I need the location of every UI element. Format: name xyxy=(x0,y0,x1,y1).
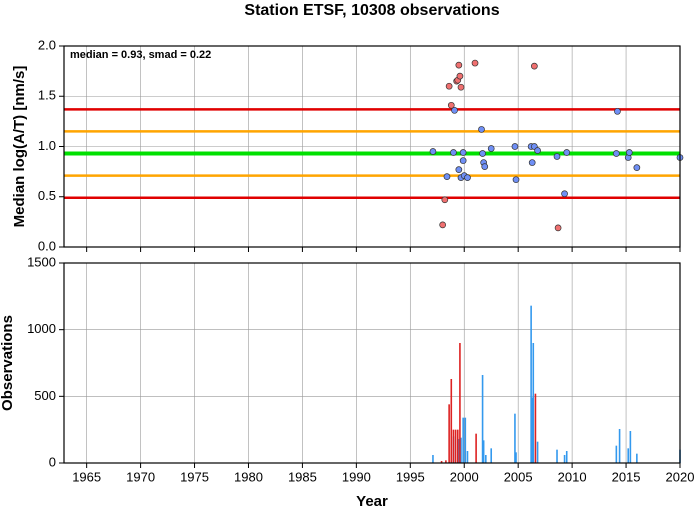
point xyxy=(511,143,519,150)
y-axis-label: Observations xyxy=(0,315,16,411)
y-tick-label: 1000 xyxy=(27,321,56,336)
y-tick-label: 0.0 xyxy=(38,238,56,253)
point xyxy=(563,149,571,156)
y-tick-label: 1.5 xyxy=(38,88,56,103)
bar xyxy=(534,393,537,463)
y-tick-label: 2.0 xyxy=(38,37,56,52)
bar xyxy=(556,449,558,463)
point xyxy=(439,221,447,229)
point xyxy=(479,150,486,157)
point xyxy=(613,150,620,157)
point xyxy=(441,196,449,204)
bar xyxy=(475,433,477,463)
x-tick-label: 2010 xyxy=(558,469,587,484)
point xyxy=(534,147,541,154)
y-tick-label: 1.0 xyxy=(38,138,56,153)
x-tick-label: 1965 xyxy=(72,469,101,484)
bar xyxy=(532,343,535,463)
x-tick-label: 1995 xyxy=(396,469,425,484)
point xyxy=(553,153,561,160)
x-tick-label: 2000 xyxy=(450,469,479,484)
point xyxy=(464,174,471,182)
plot-frame xyxy=(63,45,681,248)
bar xyxy=(514,413,516,463)
x-tick-label: 1990 xyxy=(342,469,371,484)
annotation: median = 0.93, smad = 0.22 xyxy=(70,49,211,61)
x-tick-label: 1975 xyxy=(180,469,209,484)
point xyxy=(445,82,453,90)
bar xyxy=(440,461,443,463)
bar xyxy=(458,439,460,463)
bar xyxy=(618,429,621,463)
y-tick-label: 0.5 xyxy=(38,188,56,203)
point xyxy=(528,159,536,166)
bar xyxy=(485,455,487,463)
point xyxy=(457,83,465,91)
bar xyxy=(460,437,462,463)
bar xyxy=(615,445,618,463)
bar xyxy=(636,453,638,463)
point xyxy=(429,148,437,155)
bar xyxy=(448,404,450,463)
bar xyxy=(459,343,461,463)
point xyxy=(561,190,568,198)
point xyxy=(443,173,451,180)
point xyxy=(633,164,641,171)
bar xyxy=(462,417,464,463)
x-tick-label: 1970 xyxy=(126,469,155,484)
x-tick-label: 2020 xyxy=(666,469,695,484)
bar xyxy=(515,452,517,463)
y-tick-label: 1500 xyxy=(27,254,56,269)
point xyxy=(625,149,633,156)
x-tick-label: 2005 xyxy=(504,469,533,484)
bar xyxy=(464,417,467,463)
point xyxy=(459,157,467,164)
point xyxy=(459,149,467,156)
bar xyxy=(531,397,534,463)
chart-title: Station ETSF, 10308 observations xyxy=(244,2,499,19)
x-tick-label: 2015 xyxy=(612,469,641,484)
point xyxy=(455,61,463,69)
y-tick-label: 0 xyxy=(49,454,56,469)
bar xyxy=(432,455,434,463)
x-axis-label: Year xyxy=(356,493,388,510)
bar xyxy=(466,451,469,463)
bar xyxy=(456,429,459,463)
point xyxy=(614,107,621,115)
point xyxy=(487,145,495,152)
point xyxy=(512,176,520,184)
bar xyxy=(530,305,532,463)
plot-frame xyxy=(63,262,681,464)
bar xyxy=(627,448,630,463)
point xyxy=(455,166,463,173)
bar xyxy=(629,431,632,463)
bar xyxy=(490,448,493,463)
bar xyxy=(565,451,568,463)
bar xyxy=(454,429,457,463)
point xyxy=(447,101,455,109)
point xyxy=(471,59,479,67)
point xyxy=(451,106,458,114)
y-axis-label: Median log(A/T) [nm/s] xyxy=(11,66,28,228)
bar xyxy=(445,460,447,463)
x-tick-label: 1985 xyxy=(288,469,317,484)
x-tick-label: 1980 xyxy=(234,469,263,484)
bar xyxy=(452,429,455,463)
point xyxy=(531,62,538,70)
bar xyxy=(563,455,566,463)
y-tick-label: 500 xyxy=(34,388,56,403)
point xyxy=(456,72,464,80)
bar xyxy=(450,379,453,463)
bar xyxy=(482,440,485,463)
bar xyxy=(481,375,484,463)
point xyxy=(478,126,485,133)
point xyxy=(450,149,457,156)
point xyxy=(481,163,489,170)
bar xyxy=(536,441,539,463)
point xyxy=(554,224,562,232)
